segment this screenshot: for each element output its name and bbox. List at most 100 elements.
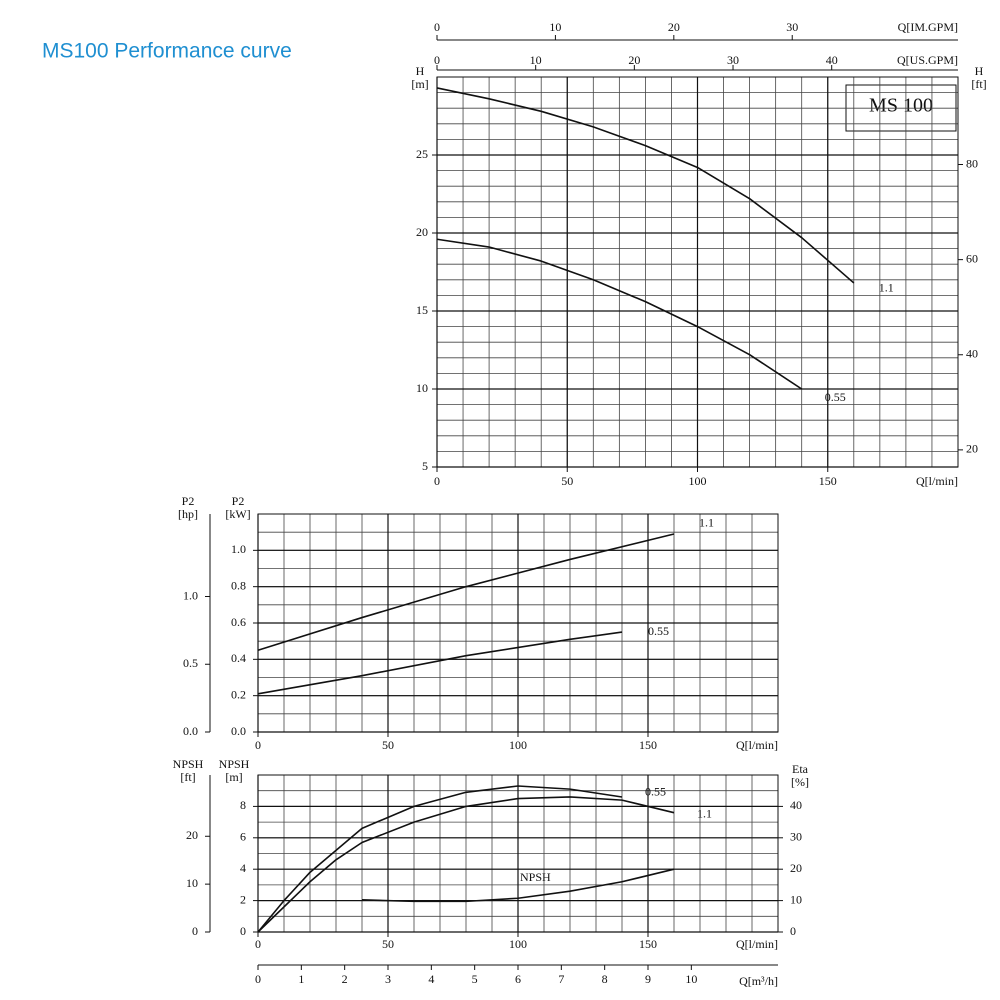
series-label: 0.55 (825, 390, 846, 404)
y2-tick-label: 10 (186, 876, 198, 890)
x2-tick-label: 8 (602, 972, 608, 986)
x-axis-title: Q[l/min] (916, 474, 958, 488)
x2-tick-label: 20 (628, 53, 640, 67)
x2-tick-label: 40 (826, 53, 838, 67)
y2-tick-label: 0.5 (183, 656, 198, 670)
y-tick-label: 0.8 (231, 578, 246, 592)
y2-axis-title: NPSH (173, 757, 204, 771)
y3-tick-label: 20 (790, 861, 802, 875)
x2-tick-label: 0 (255, 972, 261, 986)
y-axis-title: P2 (232, 494, 245, 508)
y-tick-label: 0 (240, 924, 246, 938)
y-tick-label: 0.2 (231, 687, 246, 701)
x3-tick-label: 0 (434, 20, 440, 34)
x3-tick-label: 10 (549, 20, 561, 34)
y2-tick-label: 0 (192, 924, 198, 938)
y2-tick-label: 0.0 (183, 724, 198, 738)
y2-axis-title: [hp] (178, 507, 198, 521)
x-tick-label: 0 (255, 937, 261, 951)
x2-tick-label: 0 (434, 53, 440, 67)
y-tick-label: 0.6 (231, 615, 246, 629)
x2-tick-label: 9 (645, 972, 651, 986)
y3-tick-label: 10 (790, 892, 802, 906)
y2-tick-label: 40 (966, 347, 978, 361)
x2-tick-label: 6 (515, 972, 521, 986)
x-tick-label: 50 (561, 474, 573, 488)
y2-axis-title: [ft] (180, 770, 195, 784)
y2-axis-title: H (975, 64, 984, 78)
y-axis-title: [m] (411, 77, 428, 91)
series-line (257, 796, 675, 933)
series-line (257, 785, 623, 933)
series-label: 0.55 (645, 785, 666, 799)
y-tick-label: 5 (422, 459, 428, 473)
y3-axis-title: [%] (791, 775, 809, 789)
y-tick-label: 25 (416, 147, 428, 161)
x-tick-label: 50 (382, 738, 394, 752)
y-tick-label: 4 (240, 861, 246, 875)
y2-tick-label: 20 (186, 828, 198, 842)
x2-axis-title: Q[m³/h] (739, 974, 778, 988)
x-tick-label: 0 (434, 474, 440, 488)
x-axis-title: Q[l/min] (736, 738, 778, 752)
y2-tick-label: 20 (966, 442, 978, 456)
series-line (436, 87, 855, 284)
x2-tick-label: 30 (727, 53, 739, 67)
y2-tick-label: 1.0 (183, 588, 198, 602)
y-tick-label: 0.0 (231, 724, 246, 738)
x-tick-label: 150 (639, 937, 657, 951)
y-axis-title: [kW] (225, 507, 250, 521)
x2-axis-title: Q[US.GPM] (897, 53, 958, 67)
y2-axis-title: [ft] (971, 77, 986, 91)
y2-tick-label: 80 (966, 156, 978, 170)
series-label: 0.55 (648, 624, 669, 638)
y3-tick-label: 0 (790, 924, 796, 938)
x-tick-label: 150 (819, 474, 837, 488)
series-label: 1.1 (697, 806, 712, 820)
y2-tick-label: 60 (966, 251, 978, 265)
y3-tick-label: 40 (790, 798, 802, 812)
x-tick-label: 100 (509, 738, 527, 752)
y-axis-title: NPSH (219, 757, 250, 771)
x2-tick-label: 4 (428, 972, 434, 986)
x-tick-label: 50 (382, 937, 394, 951)
y-tick-label: 10 (416, 381, 428, 395)
series-label: NPSH (520, 870, 551, 884)
y3-axis-title: Eta (792, 762, 809, 776)
annotation: MS 100 (869, 95, 933, 117)
x-tick-label: 0 (255, 738, 261, 752)
series-line (436, 238, 803, 390)
y-tick-label: 8 (240, 798, 246, 812)
series-label: 1.1 (699, 516, 714, 530)
y-tick-label: 15 (416, 303, 428, 317)
x3-tick-label: 20 (668, 20, 680, 34)
x2-tick-label: 7 (558, 972, 564, 986)
series-line (257, 631, 623, 695)
y-tick-label: 20 (416, 225, 428, 239)
y-tick-label: 1.0 (231, 542, 246, 556)
x-tick-label: 100 (689, 474, 707, 488)
x2-tick-label: 5 (472, 972, 478, 986)
x2-tick-label: 10 (530, 53, 542, 67)
series-line (257, 533, 675, 652)
y-axis-title: H (416, 64, 425, 78)
x-axis-title: Q[l/min] (736, 937, 778, 951)
y-tick-label: 6 (240, 830, 246, 844)
y-axis-title: [m] (225, 770, 242, 784)
x-tick-label: 150 (639, 738, 657, 752)
x-tick-label: 100 (509, 937, 527, 951)
x3-axis-title: Q[IM.GPM] (898, 20, 958, 34)
x3-tick-label: 30 (786, 20, 798, 34)
x2-tick-label: 2 (342, 972, 348, 986)
series-line (361, 868, 675, 903)
series-label: 1.1 (879, 281, 894, 295)
y3-tick-label: 30 (790, 830, 802, 844)
y-tick-label: 2 (240, 892, 246, 906)
x2-tick-label: 1 (298, 972, 304, 986)
x2-tick-label: 3 (385, 972, 391, 986)
page-title: MS100 Performance curve (42, 40, 292, 63)
y2-axis-title: P2 (182, 494, 195, 508)
y-tick-label: 0.4 (231, 651, 246, 665)
